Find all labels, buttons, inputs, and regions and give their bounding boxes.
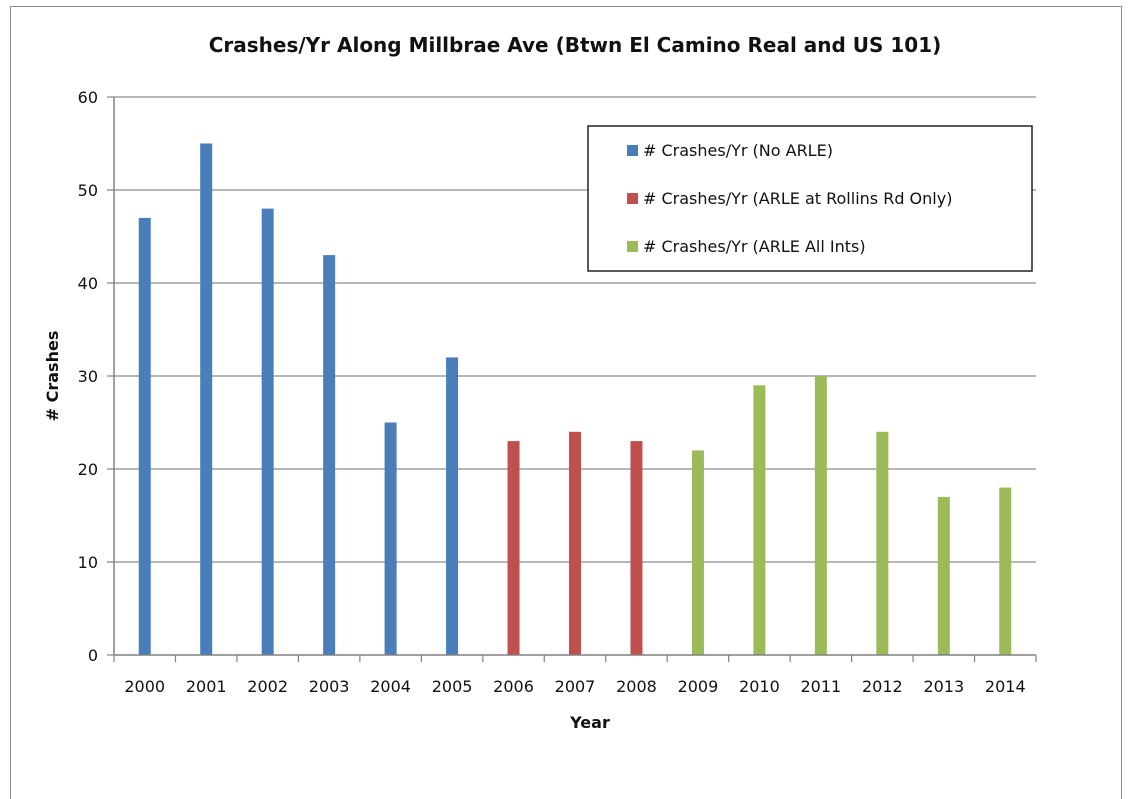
x-tick-label: 2009 — [678, 677, 719, 696]
x-tick-label: 2003 — [309, 677, 350, 696]
y-tick-label: 10 — [78, 553, 98, 572]
chart-title: Crashes/Yr Along Millbrae Ave (Btwn El C… — [209, 33, 942, 57]
bar-2003 — [323, 255, 336, 655]
bar-2010 — [753, 385, 766, 655]
bar-2006 — [507, 441, 520, 655]
bars — [138, 143, 1012, 655]
x-tick-label: 2006 — [493, 677, 534, 696]
bar-2002 — [261, 208, 274, 655]
y-axis-ticks: 0 10 20 30 40 50 60 — [78, 88, 114, 665]
legend-label: # Crashes/Yr (No ARLE) — [643, 141, 833, 160]
chart-frame — [10, 6, 1122, 799]
y-tick-label: 40 — [78, 274, 98, 293]
x-tick-label: 2011 — [801, 677, 842, 696]
y-tick-label: 60 — [78, 88, 98, 107]
legend-swatch — [627, 193, 638, 204]
x-tick-label: 2010 — [739, 677, 780, 696]
x-tick-label: 2012 — [862, 677, 903, 696]
x-tick-label: 2002 — [247, 677, 288, 696]
bar-2008 — [630, 441, 643, 655]
bar-2000 — [138, 217, 151, 655]
bar-2007 — [569, 431, 581, 655]
legend-swatch — [627, 145, 638, 156]
y-tick-label: 30 — [78, 367, 98, 386]
bar-2012 — [876, 431, 889, 655]
bar-2013 — [937, 496, 950, 655]
x-tick-label: 2013 — [923, 677, 964, 696]
x-tick-label: 2005 — [432, 677, 473, 696]
legend-box — [587, 125, 1033, 272]
x-tick-label: 2007 — [555, 677, 596, 696]
bar-2014 — [999, 487, 1012, 655]
bar-2009 — [691, 450, 704, 655]
legend: # Crashes/Yr (No ARLE) # Crashes/Yr (ARLE… — [587, 125, 1033, 272]
bar-2001 — [200, 143, 213, 655]
legend-swatch — [627, 241, 638, 252]
y-tick-label: 50 — [78, 181, 98, 200]
x-tick-label: 2004 — [370, 677, 411, 696]
bar-2004 — [384, 422, 397, 655]
legend-label: # Crashes/Yr (ARLE at Rollins Rd Only) — [643, 189, 952, 208]
y-tick-label: 20 — [78, 460, 98, 479]
x-tick-label: 2008 — [616, 677, 657, 696]
y-tick-label: 0 — [88, 646, 98, 665]
legend-label: # Crashes/Yr (ARLE All Ints) — [643, 237, 866, 256]
bar-2005 — [446, 357, 459, 655]
y-axis-label: # Crashes — [43, 331, 62, 422]
x-tick-label: 2014 — [985, 677, 1026, 696]
x-tick-label: 2001 — [186, 677, 227, 696]
x-axis-ticks: 2000 2001 2002 2003 2004 2005 2006 2007 2008 2009… — [113, 655, 1037, 696]
bar-2011 — [814, 376, 827, 655]
x-tick-label: 2000 — [124, 677, 165, 696]
x-axis-label: Year — [569, 713, 610, 732]
